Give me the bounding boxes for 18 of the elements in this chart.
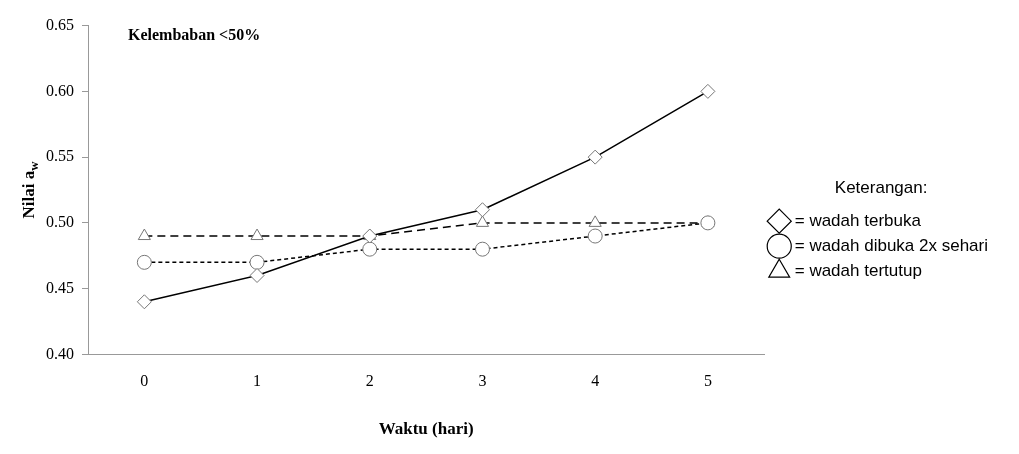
x-tick-label: 0 [140,372,149,390]
y-tick-label: 0.40 [46,344,74,362]
x-axis-title: Waktu (hari) [378,419,474,439]
x-tick-label: 5 [703,372,712,390]
legend-title: Keterangan: [834,178,928,198]
chart-title: Kelembaban <50% [128,25,261,43]
x-tick-label: 4 [591,372,600,390]
x-tick-label: 2 [365,372,374,390]
legend-label: = wadah dibuka 2x sehari [794,235,989,255]
y-tick-label: 0.50 [46,213,74,231]
legend-label: = wadah tertutup [794,260,922,280]
legend-label: = wadah terbuka [794,210,922,230]
x-tick-label: 3 [478,372,487,390]
y-tick-label: 0.45 [46,278,74,296]
y-tick-label: 0.55 [46,147,74,165]
y-tick-label: 0.65 [46,15,74,33]
x-tick-label: 1 [253,372,262,390]
y-tick-label: 0.60 [46,81,74,99]
